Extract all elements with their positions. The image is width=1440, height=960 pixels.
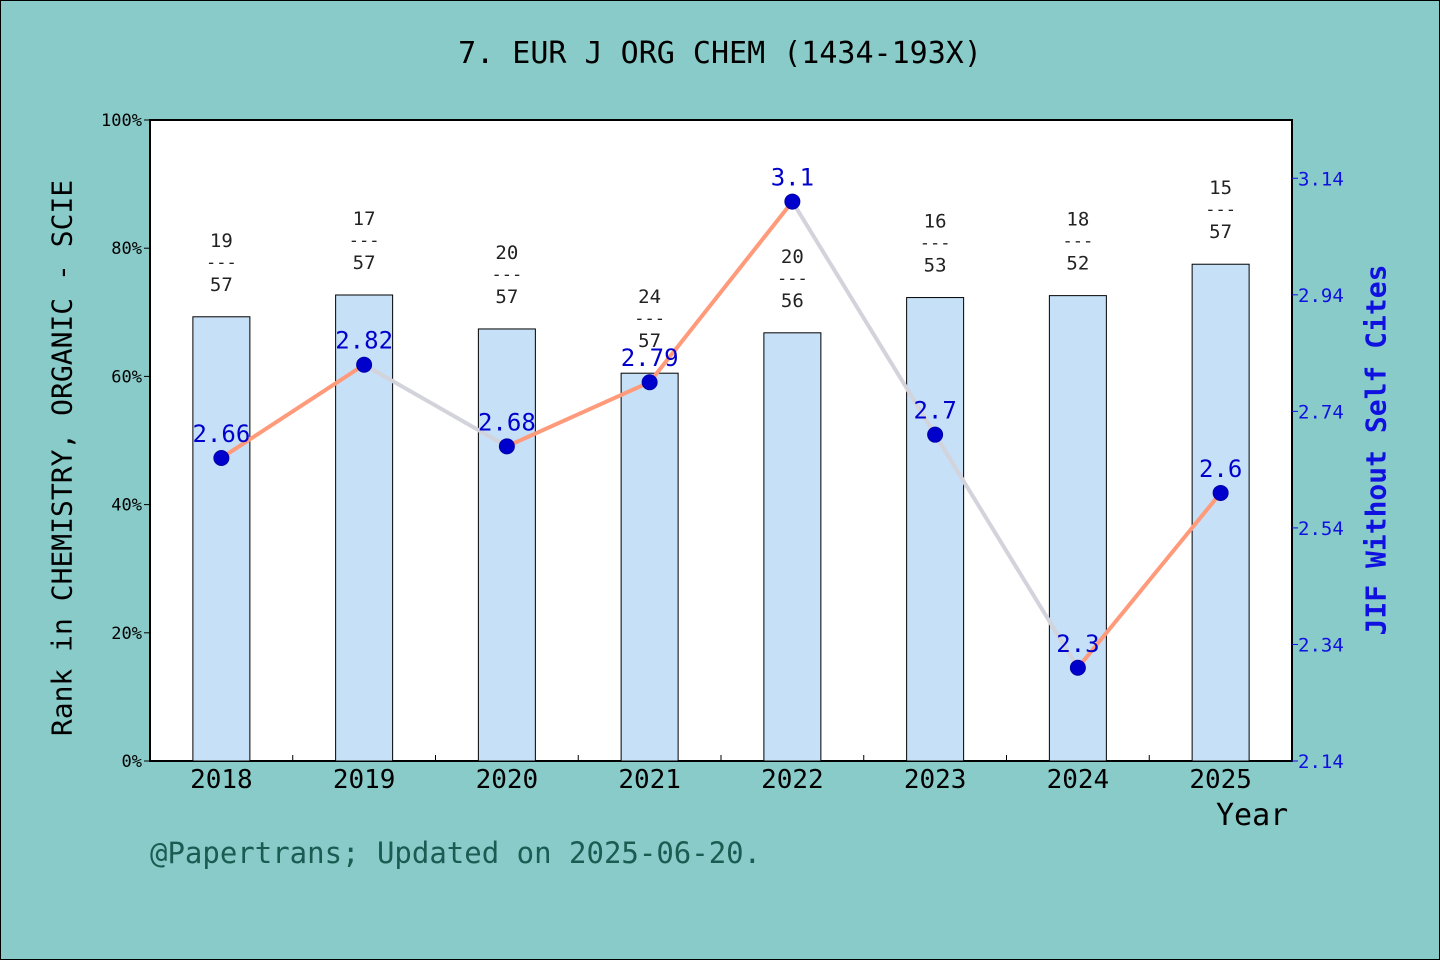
- right-tick-2.14: 2.14: [1298, 751, 1344, 773]
- rank-total-2018: 57: [210, 274, 233, 296]
- bar-2024: [1048, 295, 1107, 762]
- rank-label-2019: 17: [353, 208, 376, 230]
- x-tick-2025: 2025: [1189, 765, 1252, 795]
- jif-label-2021: 2.79: [621, 344, 679, 372]
- x-tick-2018: 2018: [190, 765, 253, 795]
- x-tick-2020: 2020: [476, 765, 539, 795]
- bar-2025: [1191, 263, 1250, 762]
- jif-point-2020: [498, 438, 515, 455]
- line-segment-2022-2023: [790, 199, 938, 437]
- left-tick-0%: 0%: [122, 752, 142, 772]
- footer-credit: @Papertrans; Updated on 2025-06-20.: [150, 836, 762, 870]
- jif-label-2018: 2.66: [192, 420, 250, 448]
- jif-point-2019: [356, 356, 373, 373]
- line-segment-2023-2024: [933, 432, 1080, 670]
- jif-label-2020: 2.68: [478, 408, 536, 436]
- jif-label-2025: 2.6: [1199, 455, 1242, 483]
- left-tick-20%: 20%: [111, 624, 142, 644]
- bar-2022: [763, 332, 822, 762]
- jif-label-2024: 2.3: [1056, 630, 1099, 658]
- line-segment-2024-2025: [1075, 490, 1223, 670]
- rank-total-2023: 53: [924, 255, 947, 277]
- line-segment-2021-2022: [647, 199, 795, 385]
- rank-separator-2018: ---: [206, 253, 237, 273]
- rank-total-2019: 57: [353, 252, 376, 274]
- rank-total-2025: 57: [1209, 221, 1232, 243]
- rank-label-2025: 15: [1209, 177, 1232, 199]
- left-tick-80%: 80%: [111, 239, 142, 259]
- jif-label-2023: 2.7: [913, 397, 956, 425]
- rank-label-2022: 20: [781, 246, 804, 268]
- x-tick-2024: 2024: [1047, 765, 1110, 795]
- chart-title: 7. EUR J ORG CHEM (1434-193X): [458, 36, 982, 71]
- rank-label-2024: 18: [1066, 209, 1089, 231]
- line-segment-2020-2021: [504, 380, 652, 449]
- bar-2021: [620, 372, 679, 762]
- right-tick-2.94: 2.94: [1298, 285, 1344, 307]
- jif-point-2018: [213, 449, 230, 466]
- left-axis-label: Rank in CHEMISTRY, ORGANIC - SCIE: [45, 179, 79, 737]
- rank-total-2021: 57: [638, 330, 661, 352]
- rank-label-2021: 24: [638, 286, 661, 308]
- right-tick-2.74: 2.74: [1298, 401, 1344, 423]
- line-segment-2018-2019: [219, 362, 367, 460]
- jif-point-2023: [927, 426, 944, 443]
- x-axis-label: Year: [1216, 798, 1289, 833]
- x-tick-2021: 2021: [618, 765, 681, 795]
- rank-separator-2023: ---: [920, 234, 951, 254]
- jif-label-2022: 3.1: [771, 164, 814, 192]
- right-tick-2.34: 2.34: [1298, 634, 1344, 656]
- jif-point-2021: [641, 374, 658, 391]
- x-tick-2023: 2023: [904, 765, 967, 795]
- left-tick-40%: 40%: [111, 496, 142, 516]
- rank-total-2022: 56: [781, 290, 804, 312]
- right-tick-2.54: 2.54: [1298, 518, 1344, 540]
- bar-2020: [477, 328, 536, 762]
- rank-separator-2022: ---: [777, 269, 808, 289]
- left-tick-60%: 60%: [111, 367, 142, 387]
- rank-separator-2024: ---: [1063, 232, 1094, 252]
- rank-label-2020: 20: [495, 242, 518, 264]
- rank-separator-2025: ---: [1205, 200, 1236, 220]
- right-tick-3.14: 3.14: [1298, 168, 1344, 190]
- left-tick-100%: 100%: [101, 111, 142, 131]
- x-tick-2022: 2022: [761, 765, 824, 795]
- rank-separator-2019: ---: [349, 231, 380, 251]
- jif-point-2022: [784, 193, 801, 210]
- rank-total-2024: 52: [1066, 253, 1089, 275]
- jif-label-2019: 2.82: [335, 327, 393, 355]
- line-segment-2019-2020: [362, 362, 509, 449]
- x-tick-2019: 2019: [333, 765, 396, 795]
- rank-label-2018: 19: [210, 230, 233, 252]
- jif-point-2025: [1212, 484, 1229, 501]
- bar-2018: [192, 316, 251, 762]
- jif-point-2024: [1069, 659, 1086, 676]
- right-axis-label: JIF Without Self Cites: [1359, 264, 1393, 636]
- plot-area: [149, 119, 1293, 762]
- bar-2023: [906, 297, 965, 762]
- rank-separator-2020: ---: [492, 265, 523, 285]
- rank-total-2020: 57: [495, 286, 518, 308]
- rank-label-2023: 16: [924, 211, 947, 233]
- rank-separator-2021: ---: [634, 309, 665, 329]
